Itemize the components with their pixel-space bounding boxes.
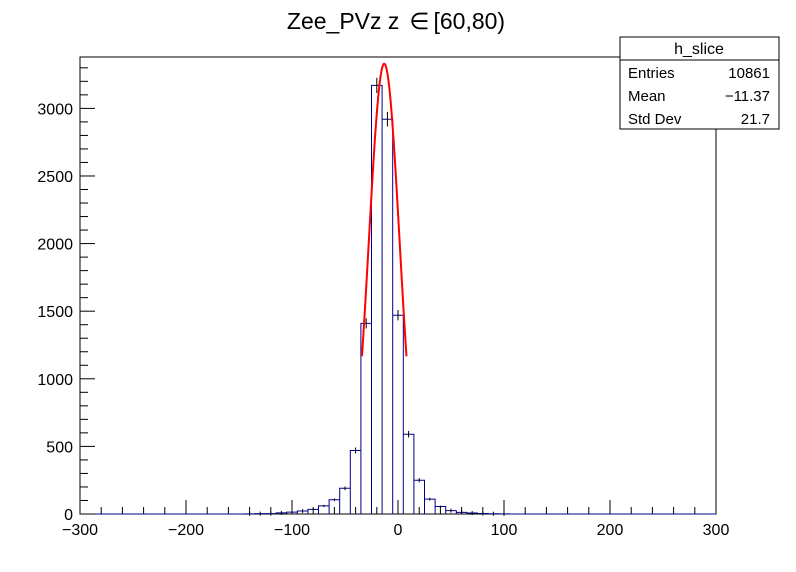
y-tick-label: 0: [64, 507, 73, 524]
stats-value-mean: −11.37: [725, 88, 770, 105]
y-tick-label: 3000: [37, 101, 73, 118]
y-tick-label: 2500: [37, 169, 73, 186]
x-tick-label: −100: [274, 522, 310, 539]
gaussian-fit: [360, 62, 408, 357]
x-tick-label: −300: [62, 522, 98, 539]
x-tick-label: 0: [394, 522, 403, 539]
y-tick-label: 2000: [37, 237, 73, 254]
y-tick-label: 1500: [37, 304, 73, 321]
stats-title: h_slice: [674, 41, 724, 58]
histogram-bins: [80, 77, 716, 516]
y-tick-label: 500: [46, 439, 73, 456]
stats-value-entries: 10861: [728, 65, 770, 82]
y-axis: 0 500 1000 1500 2000 2500 3000: [37, 67, 95, 524]
stats-label-mean: Mean: [628, 88, 666, 105]
x-tick-label: −200: [168, 522, 204, 539]
gaussian-fit-curve: [360, 62, 408, 357]
chart-title-range: [60,80): [433, 8, 505, 34]
histogram-outline: [80, 84, 716, 515]
stats-box-frame: [619, 36, 780, 130]
stats-box: h_slice Entries 10861 Mean −11.37 Std De…: [619, 36, 780, 130]
y-tick-label: 1000: [37, 372, 73, 389]
chart-title: Zee_PVz z ∈ [60,80): [287, 8, 505, 34]
stats-label-entries: Entries: [628, 65, 675, 82]
stats-value-stddev: 21.7: [741, 111, 770, 128]
stats-label-stddev: Std Dev: [628, 111, 682, 128]
x-tick-label: 200: [597, 522, 624, 539]
x-tick-label: 300: [703, 522, 730, 539]
x-axis: −300 −200 −100 0 100 200 300: [62, 500, 729, 539]
element-of-symbol: ∈: [409, 8, 429, 34]
x-tick-label: 100: [491, 522, 518, 539]
chart-title-text: Zee_PVz z: [287, 8, 400, 34]
